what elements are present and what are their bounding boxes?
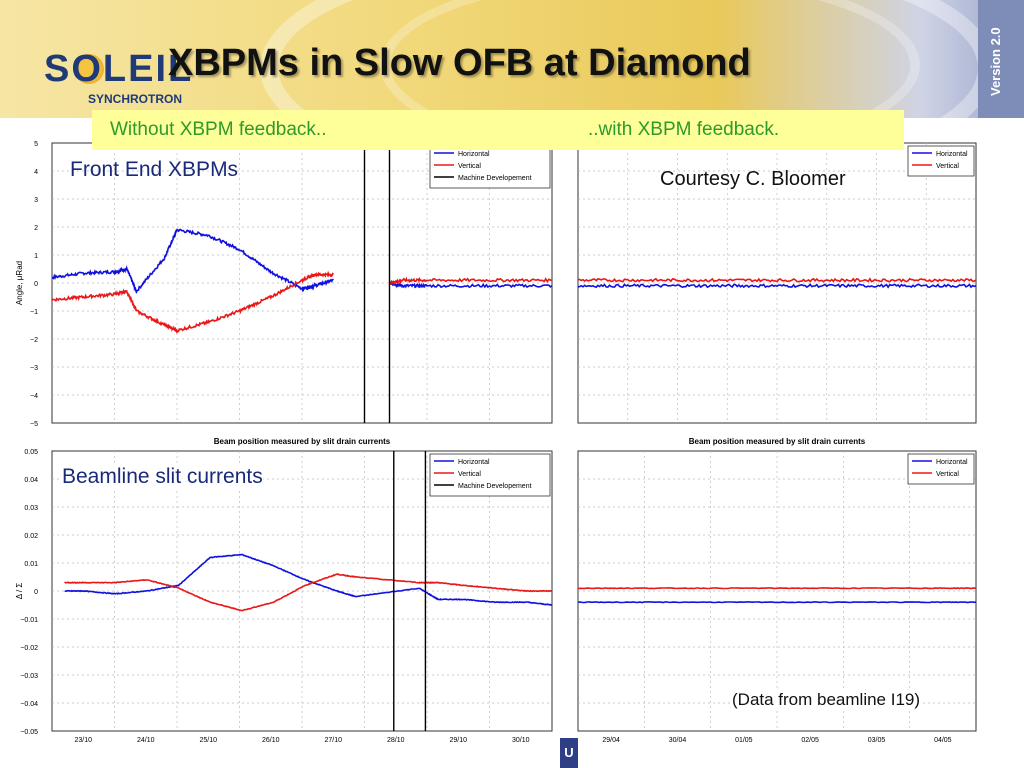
legend-label: Horizontal xyxy=(458,459,490,466)
series-horizontal-line xyxy=(578,283,976,289)
x-tick-label: 28/10 xyxy=(387,737,405,744)
y-tick-label: −0.01 xyxy=(20,617,38,624)
x-tick-label: 30/10 xyxy=(512,737,530,744)
legend-box xyxy=(907,453,975,485)
beamline-label: Beamline slit currents xyxy=(62,465,263,489)
series-vertical-line xyxy=(578,277,976,283)
y-tick-label: 2 xyxy=(34,225,38,232)
x-tick-label: 04/05 xyxy=(934,737,952,744)
legend-label: Horizontal xyxy=(936,459,968,466)
series-vertical-line xyxy=(64,573,552,612)
series-horizontal-line xyxy=(64,553,552,606)
x-tick-label: 01/05 xyxy=(735,737,753,744)
y-axis-label: Δ / Σ xyxy=(15,583,24,600)
y-tick-label: 0.02 xyxy=(24,533,38,540)
legend-label: Vertical xyxy=(458,471,481,478)
x-tick-label: 29/04 xyxy=(602,737,620,744)
y-tick-label: 4 xyxy=(34,169,38,176)
x-tick-label: 03/05 xyxy=(868,737,886,744)
y-tick-label: −5 xyxy=(30,421,38,428)
y-tick-label: 1 xyxy=(34,253,38,260)
legend-label: Machine Developement xyxy=(458,483,532,490)
y-tick-label: 3 xyxy=(34,197,38,204)
front-end-label: Front End XBPMs xyxy=(70,158,239,181)
y-tick-label: −4 xyxy=(30,393,38,400)
version-band xyxy=(978,0,1024,118)
chart-top-left: 5 4 3 2 1 0 −1 −2 −3 −4 −5 Angle, μRad Horizontal Ver… xyxy=(15,141,553,428)
logo-subtext: SYNCHROTRON xyxy=(88,92,183,106)
chart-title: Beam position measured by slit drain cur… xyxy=(689,437,866,446)
y-tick-label: 0 xyxy=(34,589,38,596)
legend-label: Vertical xyxy=(936,471,959,478)
y-tick-label: 0.05 xyxy=(24,449,38,456)
chart-top-right: Horizontal Vertical xyxy=(577,142,977,424)
legend-label: Vertical xyxy=(936,163,959,170)
y-tick-label: −3 xyxy=(30,365,38,372)
footer-box: U xyxy=(560,738,578,768)
chart-title: Beam position measured by slit drain cur… xyxy=(214,437,391,446)
feedback-banner: Without XBPM feedback.. ..with XBPM feed… xyxy=(92,110,904,150)
y-tick-label: −0.05 xyxy=(20,729,38,736)
y-tick-label: −0.04 xyxy=(20,701,38,708)
x-tick-label: 30/04 xyxy=(669,737,687,744)
legend-label: Vertical xyxy=(458,163,481,170)
banner-without-label: Without XBPM feedback.. xyxy=(110,119,327,140)
y-tick-label: −2 xyxy=(30,337,38,344)
y-tick-label: −0.02 xyxy=(20,645,38,652)
series-horizontal-line xyxy=(388,279,552,289)
x-tick-label: 25/10 xyxy=(199,737,217,744)
legend-label: Horizontal xyxy=(458,151,490,158)
y-axis-label: Angle, μRad xyxy=(15,261,24,305)
banner-with-label: ..with XBPM feedback. xyxy=(588,119,780,140)
slide-title: XBPMs in Slow OFB at Diamond xyxy=(168,42,751,84)
chart-bottom-left: 0.05 0.04 0.03 0.02 0.01 0 −0.01 −0.02 −0.03 −0.0… xyxy=(15,437,553,744)
legend-label: Machine Developement xyxy=(458,175,532,182)
x-tick-label: 26/10 xyxy=(262,737,280,744)
series-vertical-line xyxy=(52,270,334,334)
x-tick-label: 23/10 xyxy=(74,737,92,744)
x-tick-label: 29/10 xyxy=(449,737,467,744)
soleil-logo: SOLEIL SYNCHROTRON xyxy=(44,48,194,108)
y-tick-label: 0.01 xyxy=(24,561,38,568)
series-vertical-line xyxy=(389,276,552,286)
y-tick-label: −1 xyxy=(30,309,38,316)
x-tick-label: 24/10 xyxy=(137,737,155,744)
chart-bottom-right: Beam position measured by slit drain cur… xyxy=(577,437,977,744)
series-horizontal-line xyxy=(52,228,334,294)
x-tick-label: 27/10 xyxy=(324,737,342,744)
y-tick-label: 5 xyxy=(34,141,38,148)
courtesy-label: Courtesy C. Bloomer xyxy=(660,168,846,190)
logo-word: SOLEIL xyxy=(44,48,194,90)
y-tick-label: −0.03 xyxy=(20,673,38,680)
series-vertical-line xyxy=(578,587,976,590)
x-tick-label: 02/05 xyxy=(801,737,819,744)
legend-label: Horizontal xyxy=(936,151,968,158)
y-tick-label: 0 xyxy=(34,281,38,288)
y-tick-label: 0.03 xyxy=(24,505,38,512)
legend-box xyxy=(907,145,975,177)
y-tick-label: 0.04 xyxy=(24,477,38,484)
sun-icon xyxy=(74,54,104,84)
data-source-label: (Data from beamline I19) xyxy=(732,690,921,710)
series-horizontal-line xyxy=(578,601,976,604)
